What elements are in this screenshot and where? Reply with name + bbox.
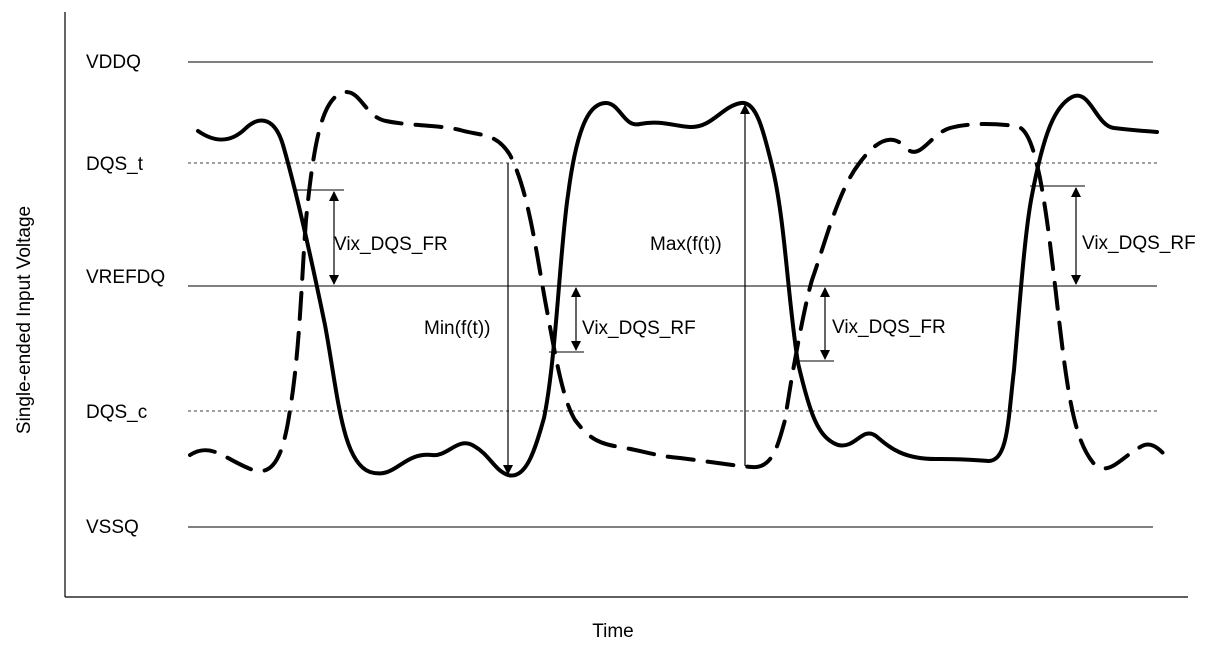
- dqs-c-waveform: [188, 90, 1168, 474]
- dqs-t-waveform: [196, 93, 1159, 478]
- vix-fr-2-label: Vix_DQS_FR: [832, 317, 946, 338]
- vix-rf-2-label: Vix_DQS_RF: [1082, 233, 1196, 254]
- max-ft-label: Max(f(t)): [650, 234, 722, 255]
- dqs-c-label: DQS_c: [86, 402, 147, 423]
- vix-rf-1-label: Vix_DQS_RF: [582, 318, 696, 339]
- min-ft-label: Min(f(t)): [424, 318, 490, 339]
- dqs-t-label: DQS_t: [86, 154, 144, 175]
- vssq-label: VSSQ: [86, 517, 139, 538]
- vddq-label: VDDQ: [86, 52, 141, 73]
- vix-fr-1-label: Vix_DQS_FR: [334, 234, 448, 255]
- x-axis-label: Time: [592, 621, 634, 641]
- y-axis-label: Single-ended Input Voltage: [14, 206, 35, 434]
- vrefdq-label: VREFDQ: [86, 267, 165, 288]
